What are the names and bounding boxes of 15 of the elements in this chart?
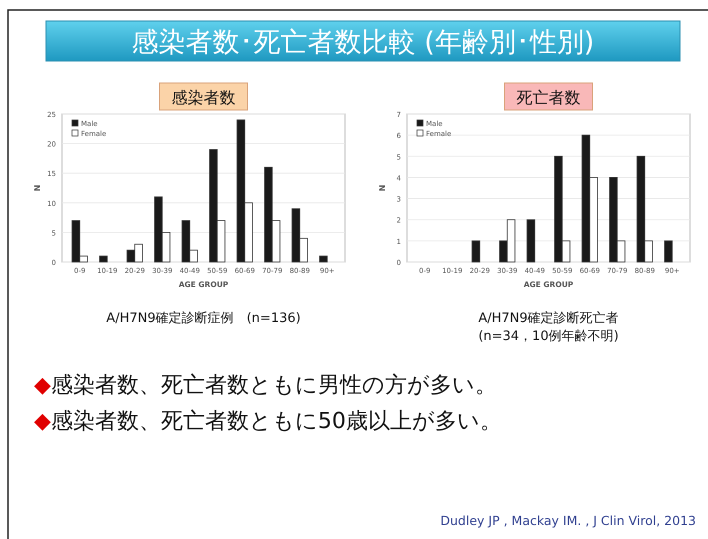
bar [526, 219, 536, 262]
chart-title: 感染者数 [172, 88, 236, 107]
text: ◆感染者数、死亡者数ともに男性の方が多い。 [34, 373, 497, 398]
bar [99, 256, 108, 262]
y-axis-title: N [33, 184, 42, 192]
bar [319, 256, 328, 262]
text: A/H7N9確定診断症例 (n=136) [106, 311, 301, 326]
y-axis-title: N [378, 184, 387, 192]
chart-title: 死亡者数 [516, 88, 580, 107]
text: Dudley JP , Mackay IM. , J Clin Virol, 2013 [440, 513, 696, 528]
bar [664, 240, 673, 262]
text: 感染者数･死亡者数比較 (年齢別･性別) [132, 27, 594, 58]
text: ◆感染者数、死亡者数ともに50歳以上が多い。 [34, 409, 502, 434]
text: A/H7N9確定診断死亡者 (n=34，10例年齢不明) [478, 310, 619, 344]
bar [472, 240, 480, 262]
